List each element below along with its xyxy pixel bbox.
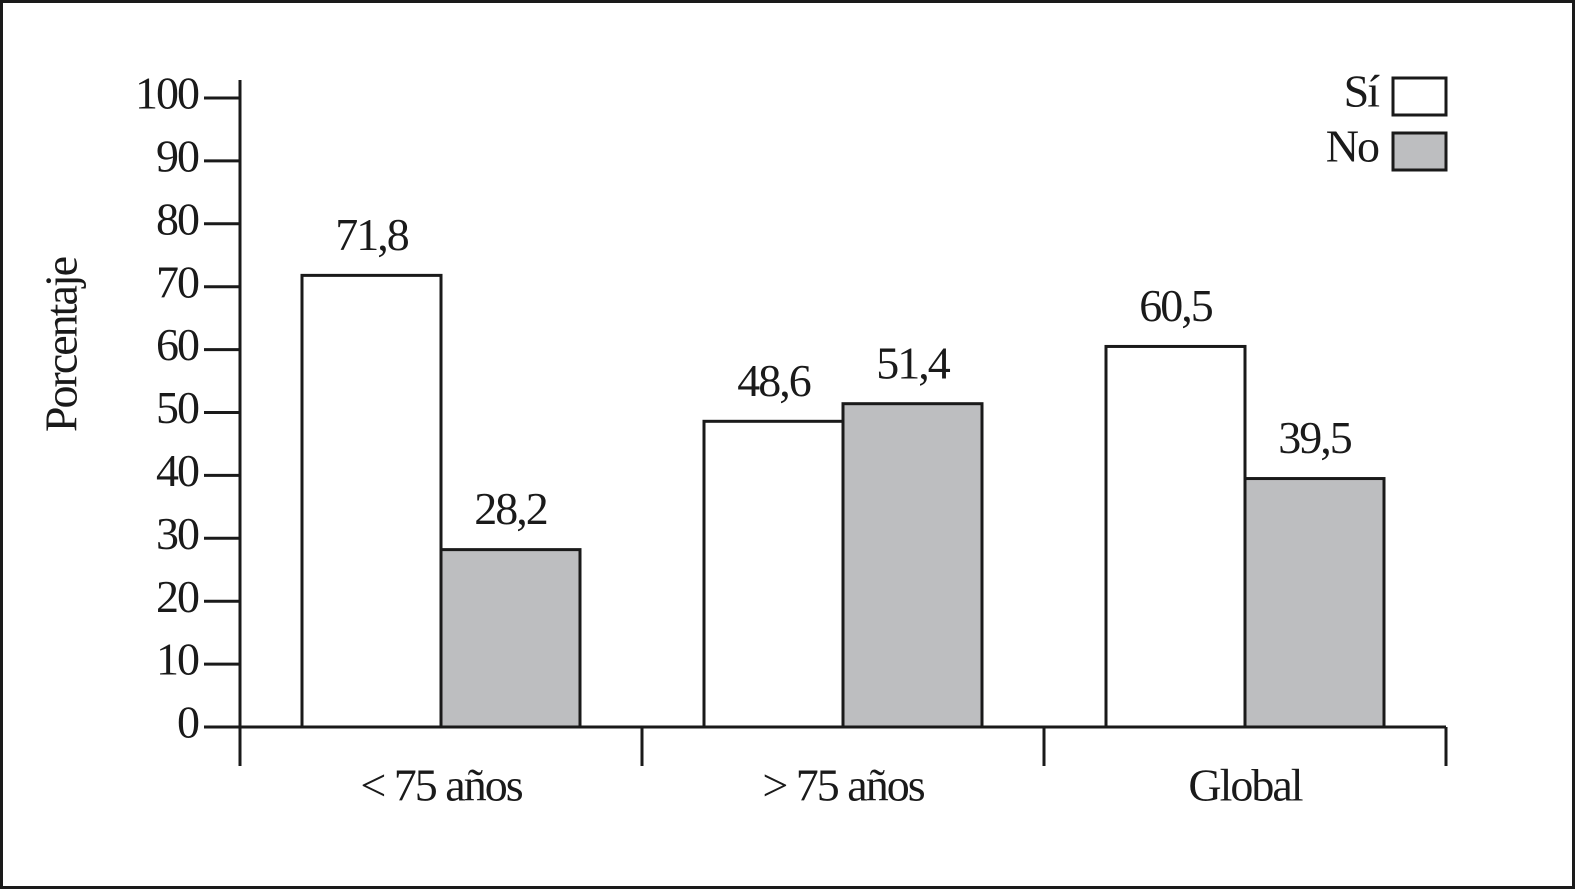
x-tick-label: < 75 años xyxy=(360,760,522,811)
x-tick-label: > 75 años xyxy=(762,760,924,811)
y-tick-label: 10 xyxy=(156,634,199,685)
legend-swatch xyxy=(1391,76,1448,117)
x-tick-label: Global xyxy=(1188,760,1302,811)
y-tick-label: 90 xyxy=(156,130,199,181)
bar xyxy=(702,419,845,729)
bar xyxy=(1243,477,1386,729)
value-label: 48,6 xyxy=(737,355,811,406)
bar xyxy=(439,548,582,729)
value-label: 39,5 xyxy=(1278,412,1352,463)
value-label: 60,5 xyxy=(1139,280,1213,331)
legend-label: No xyxy=(1326,121,1379,172)
bar xyxy=(1104,344,1247,729)
legend-swatch xyxy=(1391,131,1448,172)
value-label: 51,4 xyxy=(876,337,951,388)
y-tick-label: 40 xyxy=(156,445,199,496)
y-tick-label: 0 xyxy=(177,697,199,748)
y-tick-label: 50 xyxy=(156,382,199,433)
y-axis-label: Porcentaje xyxy=(36,257,87,432)
value-label: 28,2 xyxy=(474,483,547,534)
y-tick-label: 80 xyxy=(156,193,199,244)
y-tick-label: 20 xyxy=(156,571,199,622)
y-tick-label: 30 xyxy=(156,508,199,559)
y-tick-label: 60 xyxy=(156,319,199,370)
y-tick-label: 100 xyxy=(135,68,199,119)
value-label: 71,8 xyxy=(335,209,409,260)
bar xyxy=(841,402,984,729)
y-tick-label: 70 xyxy=(156,256,199,307)
bar xyxy=(300,273,443,729)
legend-label: Sí xyxy=(1344,66,1381,117)
